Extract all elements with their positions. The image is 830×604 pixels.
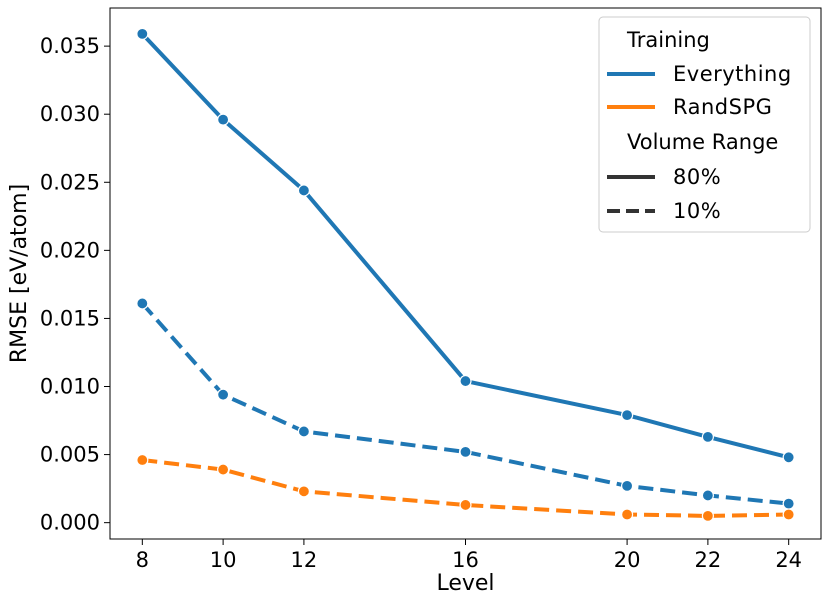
data-point (217, 388, 230, 401)
data-point (620, 479, 634, 492)
data-point (297, 485, 311, 498)
y-tick-label: 0.015 (40, 306, 100, 330)
y-axis-label: RMSE [eV/atom] (7, 184, 32, 363)
x-tick-label: 12 (291, 548, 318, 572)
y-tick-label: 0.030 (40, 102, 100, 126)
x-tick-label: 22 (695, 548, 722, 572)
data-point (459, 445, 472, 458)
x-tick-label: 8 (136, 548, 149, 572)
series-1 (136, 297, 795, 510)
data-point (782, 508, 795, 521)
legend-randspg-label: RandSPG (673, 95, 772, 119)
y-tick-label: 0.005 (40, 443, 100, 467)
data-point (620, 508, 634, 521)
data-point (701, 430, 714, 443)
data-point (297, 184, 311, 197)
data-point (620, 409, 634, 422)
y-tick-label: 0.020 (40, 238, 100, 262)
y-tick-label: 0.035 (40, 34, 100, 58)
ticks-layer: 8 10 12 16 20 22 24 0.000 0.005 0.010 0.015 0.020 0.… (40, 34, 802, 572)
x-tick-label: 24 (775, 548, 802, 572)
legend-hue-title: Training (626, 28, 710, 52)
series-0 (136, 27, 795, 464)
data-point (701, 489, 714, 502)
data-point (782, 451, 795, 464)
data-point (217, 463, 230, 476)
x-axis-label: Level (436, 571, 494, 596)
data-point (136, 297, 149, 310)
data-point (217, 113, 230, 126)
y-tick-label: 0.010 (40, 375, 100, 399)
legend: Training Everything RandSPG Volume Range… (598, 16, 811, 233)
data-point (136, 27, 149, 40)
x-tick-label: 10 (210, 548, 237, 572)
x-tick-label: 20 (614, 548, 641, 572)
data-point (459, 374, 472, 388)
series-layer (136, 27, 795, 522)
x-tick-label: 16 (452, 548, 479, 572)
y-tick-label: 0.025 (40, 170, 100, 194)
legend-everything-label: Everything (673, 62, 792, 86)
data-point (297, 425, 311, 438)
data-point (459, 498, 472, 512)
y-tick-label: 0.000 (40, 511, 100, 535)
data-point (782, 497, 795, 510)
data-point (701, 509, 714, 522)
legend-style-title: Volume Range (627, 130, 778, 154)
series-2 (136, 453, 795, 522)
legend-80-label: 80% (673, 165, 721, 189)
data-point (136, 453, 149, 467)
legend-10-label: 10% (673, 199, 721, 223)
